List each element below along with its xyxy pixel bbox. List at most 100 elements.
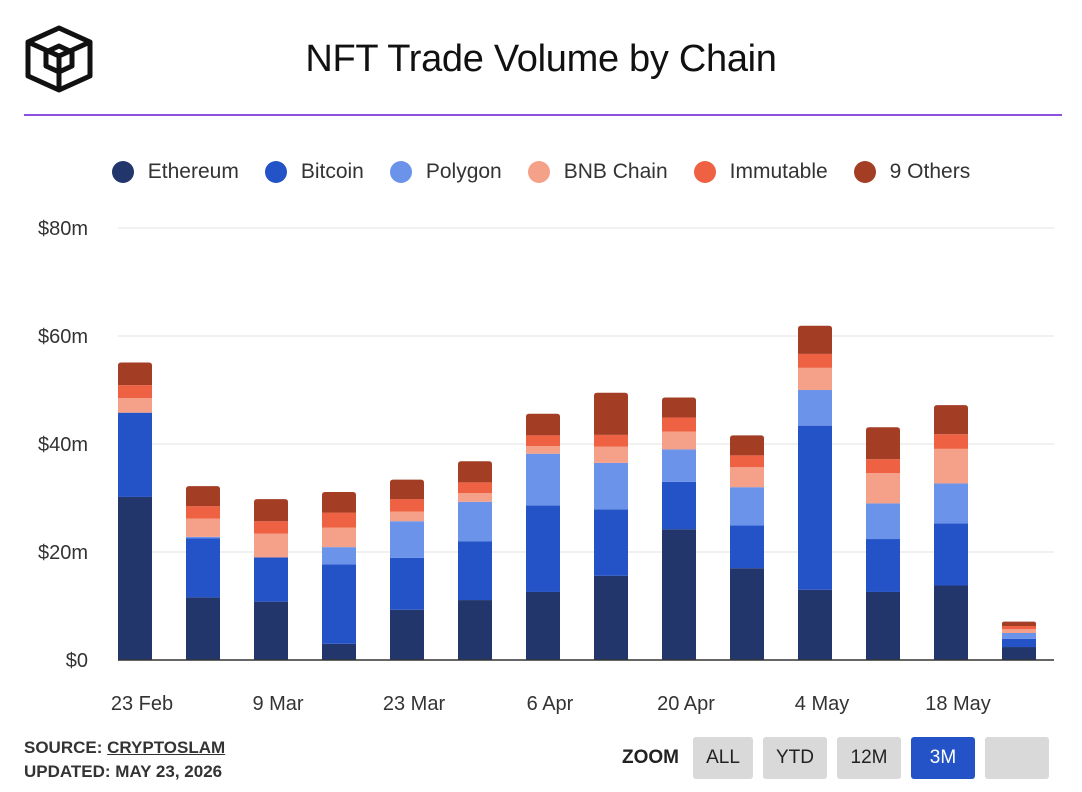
x-tick-label: 4 May: [795, 693, 849, 715]
bar-segment-polygon: [934, 483, 968, 524]
legend-swatch: [527, 161, 550, 183]
x-tick-label: 23 Mar: [383, 693, 446, 715]
x-tick-label: 18 May: [925, 693, 991, 715]
bar-segment-ethereum: [322, 643, 356, 660]
bar-segment-immutable: [662, 417, 696, 432]
bar-segment-bitcoin: [594, 509, 628, 576]
bar-segment-9-others: [798, 325, 832, 354]
legend-label: Immutable: [729, 160, 828, 183]
bar-segment-bitcoin: [186, 538, 220, 598]
legend-item[interactable]: 9 Others: [853, 160, 971, 184]
bar-segment-ethereum: [390, 609, 424, 660]
bar-segment-polygon: [866, 503, 900, 540]
bar-segment-polygon: [798, 390, 832, 426]
bar-segment-9-others: [934, 405, 968, 435]
bar-segment-bitcoin: [526, 505, 560, 592]
bar-segment-ethereum: [458, 600, 492, 660]
bar-segment-9-others: [458, 461, 492, 483]
legend-label: Ethereum: [147, 160, 239, 183]
updated-line: UPDATED: MAY 23, 2026: [24, 762, 223, 781]
zoom-all-button[interactable]: ALL: [693, 737, 753, 779]
chart-footer: SOURCE: CRYPTOSLAM UPDATED: MAY 23, 2026: [24, 736, 225, 784]
bar-segment-ethereum: [118, 496, 152, 660]
bar-segment-bnb-chain: [322, 527, 356, 548]
legend-item[interactable]: Polygon: [389, 160, 502, 184]
title-divider: [24, 114, 1062, 116]
bar-segment-ethereum: [866, 591, 900, 660]
bar-segment-polygon: [186, 536, 220, 539]
y-tick-label: $80m: [38, 218, 88, 240]
bar-segment-bnb-chain: [1002, 629, 1036, 633]
bar-segment-bitcoin: [254, 557, 288, 602]
bar-segment-immutable: [390, 499, 424, 512]
bar-segment-immutable: [118, 385, 152, 399]
bar-segment-polygon: [662, 449, 696, 482]
bar-segment-ethereum: [1002, 647, 1036, 660]
legend-item[interactable]: Immutable: [693, 160, 828, 184]
bar-segment-bnb-chain: [662, 431, 696, 450]
y-tick-label: $0: [66, 650, 88, 672]
bar-segment-immutable: [254, 521, 288, 534]
bar-segment-bnb-chain: [118, 398, 152, 413]
legend-item[interactable]: Ethereum: [111, 160, 239, 184]
legend-item[interactable]: BNB Chain: [527, 160, 668, 184]
bar-segment-bnb-chain: [458, 493, 492, 502]
bar-segment-bnb-chain: [730, 467, 764, 488]
bar-segment-immutable: [186, 506, 220, 519]
bar-segment-ethereum: [662, 529, 696, 660]
legend-swatch: [693, 161, 716, 183]
source-link[interactable]: CRYPTOSLAM: [107, 738, 226, 757]
bar-segment-bitcoin: [458, 541, 492, 601]
legend-label: 9 Others: [889, 160, 971, 183]
y-tick-label: $60m: [38, 326, 88, 348]
bar-segment-immutable: [934, 434, 968, 449]
bar-segment-bitcoin: [118, 412, 152, 497]
bar-segment-9-others: [730, 435, 764, 456]
bar-segment-polygon: [458, 501, 492, 542]
bar-segment-polygon: [1002, 633, 1036, 639]
bar-segment-bitcoin: [322, 564, 356, 644]
bar-segment-bitcoin: [934, 523, 968, 586]
bar-segment-immutable: [594, 434, 628, 447]
chart-legend: Ethereum Bitcoin Polygon BNB Chain Immutable…: [0, 160, 1082, 184]
bar-segment-immutable: [322, 512, 356, 528]
x-tick-label: 23 Feb: [111, 693, 173, 715]
bar-segment-9-others: [594, 392, 628, 435]
bar-segment-immutable: [458, 482, 492, 494]
bar-segment-9-others: [186, 486, 220, 507]
bar-segment-9-others: [390, 479, 424, 500]
bar-segment-ethereum: [934, 585, 968, 660]
bar-segment-ethereum: [798, 589, 832, 660]
bar-segment-9-others: [662, 397, 696, 418]
x-tick-label: 20 Apr: [657, 693, 715, 715]
source-label: SOURCE:: [24, 738, 108, 757]
legend-label: BNB Chain: [563, 160, 668, 183]
bar-segment-bnb-chain: [798, 367, 832, 390]
zoom-ytd-button[interactable]: YTD: [763, 737, 827, 779]
bar-segment-ethereum: [526, 591, 560, 660]
bar-segment-9-others: [1002, 621, 1036, 626]
zoom-controls: ZOOM ALL YTD 12M 3M: [622, 737, 1059, 779]
source-line: SOURCE: CRYPTOSLAM: [24, 736, 225, 760]
bar-segment-9-others: [322, 492, 356, 513]
x-tick-label: 9 Mar: [252, 693, 303, 715]
zoom-12m-button[interactable]: 12M: [837, 737, 901, 779]
bar-segment-bnb-chain: [186, 518, 220, 537]
zoom-extra-button[interactable]: [985, 737, 1049, 779]
bar-segment-polygon: [594, 462, 628, 510]
brand-logo-icon: [25, 25, 93, 93]
y-tick-label: $40m: [38, 434, 88, 456]
bar-segment-immutable: [798, 353, 832, 368]
zoom-3m-button[interactable]: 3M: [911, 737, 975, 779]
bar-segment-bitcoin: [866, 539, 900, 592]
bar-segment-polygon: [526, 453, 560, 506]
bar-segment-immutable: [526, 435, 560, 447]
legend-item[interactable]: Bitcoin: [264, 160, 364, 184]
bar-segment-bnb-chain: [254, 533, 288, 558]
bar-segment-bitcoin: [1002, 638, 1036, 648]
bar-segment-immutable: [866, 459, 900, 474]
bar-segment-immutable: [1002, 625, 1036, 630]
bar-segment-9-others: [254, 499, 288, 522]
legend-swatch: [111, 161, 134, 183]
bar-segment-9-others: [526, 413, 560, 436]
